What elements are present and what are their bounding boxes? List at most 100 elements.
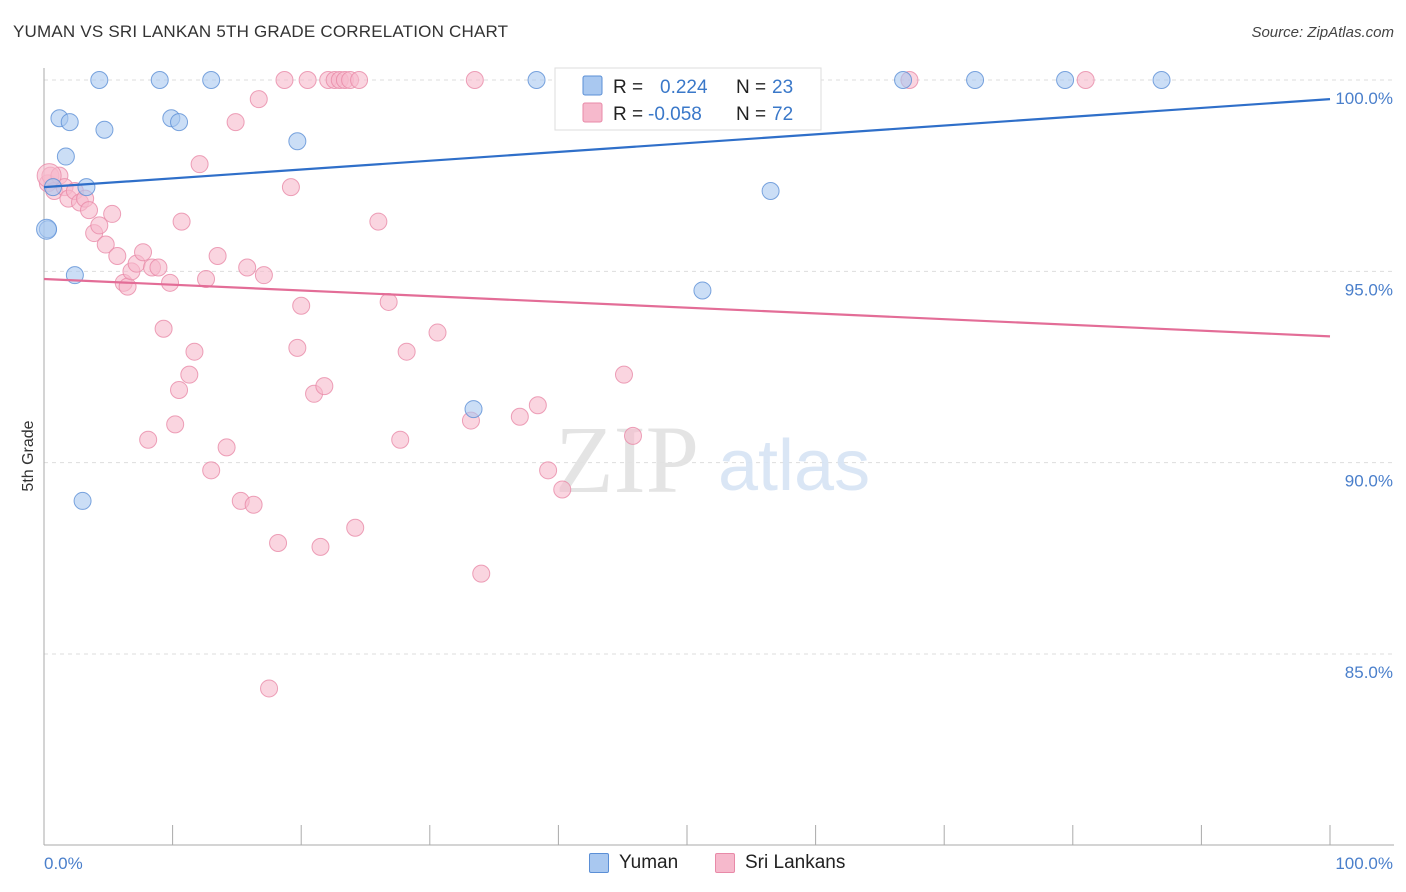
srilankan-point (172, 212, 191, 231)
srilankan-point (166, 415, 185, 434)
srilankan-point (288, 338, 307, 357)
tick-labels: 85.0% 90.0% 95.0% 100.0% 0.0% 100.0% (44, 89, 1393, 873)
yuman-point (56, 147, 75, 166)
srilankan-point (161, 273, 180, 292)
watermark-atlas: atlas (718, 426, 870, 506)
yuman-point (1152, 71, 1171, 89)
srilankan-point (103, 204, 122, 223)
srilankan-point (623, 426, 642, 445)
yuman-point (464, 400, 483, 419)
bottom-legend-item-yuman: Yuman (589, 852, 678, 874)
srilankan-point (238, 258, 257, 277)
srilankan-point (472, 564, 491, 583)
yuman-point (90, 71, 109, 89)
axes (43, 68, 1394, 846)
yuman-point (95, 120, 114, 139)
yuman-point (527, 71, 546, 89)
bottom-legend-swatch-srilankans (715, 853, 735, 873)
srilankan-point (275, 71, 294, 89)
srilankan-point (539, 461, 558, 480)
stats-legend: R = 0.224 N = 23 R = -0.058 N = 72 (554, 67, 822, 131)
srilankan-point (281, 178, 300, 197)
srilankan-point (397, 342, 416, 361)
x-tick-label: 100.0% (1335, 854, 1393, 873)
y-tick-label: 95.0% (1345, 280, 1393, 299)
bottom-legend: Yuman Sri Lankans (0, 852, 1406, 878)
y-tick-label: 90.0% (1345, 472, 1393, 491)
bottom-legend-label-yuman: Yuman (619, 852, 679, 873)
legend-r-value-srilankans: -0.058 (648, 104, 702, 125)
bottom-legend-label-srilankans: Sri Lankans (745, 852, 846, 873)
srilankan-point (298, 71, 317, 89)
y-axis-label: 5th Grade (20, 420, 37, 491)
yuman-point (150, 71, 169, 89)
srilankan-point (202, 461, 221, 480)
y-tick-label: 85.0% (1345, 663, 1393, 682)
srilankan-point (149, 258, 168, 277)
trend-lines (43, 98, 1331, 338)
srilankan-point (350, 71, 369, 89)
srilankan-point (269, 534, 288, 553)
srilankan-point (244, 495, 263, 514)
chart-title: YUMAN VS SRI LANKAN 5TH GRADE CORRELATIO… (13, 22, 509, 41)
x-tick-label: 0.0% (44, 854, 83, 873)
yuman-point (202, 71, 221, 89)
srilankan-point (108, 247, 127, 266)
srilankan-point (391, 430, 410, 449)
srilankan-point (249, 90, 268, 109)
legend-n-label-yuman: N = (736, 77, 766, 98)
srilankan-point (292, 296, 311, 315)
legend-n-label-srilankans: N = (736, 104, 766, 125)
srilankan-point (90, 216, 109, 235)
srilankan-point (315, 377, 334, 396)
srilankan-point (208, 247, 227, 266)
bottom-legend-swatch-yuman (589, 853, 609, 873)
srilankan-trend-line (43, 277, 1331, 338)
chart-source: Source: ZipAtlas.com (1251, 24, 1394, 41)
yuman-point (288, 132, 307, 151)
legend-swatch-yuman (582, 75, 603, 96)
legend-r-value-yuman: 0.224 (660, 77, 708, 98)
legend-r-label-yuman: R = (613, 77, 643, 98)
srilankan-point (465, 71, 484, 89)
srilankan-point (139, 430, 158, 449)
srilankan-point (80, 201, 99, 220)
legend-r-label-srilankans: R = (613, 104, 643, 125)
srilankan-point (254, 266, 273, 285)
yuman-point (693, 281, 712, 300)
srilankan-point (217, 438, 236, 457)
srilankan-point (170, 380, 189, 399)
yuman-point (60, 113, 79, 132)
srilankan-point (185, 342, 204, 361)
gridlines (44, 79, 1394, 655)
legend-n-value-srilankans: 72 (772, 104, 793, 125)
yuman-trend-line (43, 98, 1331, 189)
yuman-point (77, 178, 96, 197)
srilankan-point (154, 319, 173, 338)
yuman-point (73, 491, 92, 510)
srilankan-point (369, 212, 388, 231)
yuman-point (761, 181, 780, 200)
yuman-point-large (36, 218, 58, 240)
yuman-point (894, 71, 913, 89)
srilankan-point (510, 407, 529, 426)
srilankan-point (134, 243, 153, 262)
srilankan-point (260, 679, 279, 698)
legend-swatch-srilankans (582, 102, 603, 123)
legend-n-value-yuman: 23 (772, 77, 793, 98)
yuman-point (170, 113, 189, 132)
srilankan-point (118, 277, 137, 296)
srilankan-point (379, 292, 398, 311)
srilankan-point (346, 518, 365, 537)
watermark-zip: ZIP (555, 406, 699, 513)
srilankan-point (428, 323, 447, 342)
yuman-point (966, 71, 985, 89)
srilankan-point (197, 269, 216, 288)
srilankan-point (226, 113, 245, 132)
srilankan-point (96, 235, 115, 254)
bottom-legend-item-srilankans: Sri Lankans (715, 852, 845, 874)
srilankan-point (614, 365, 633, 384)
series-sri-lankans (36, 71, 1095, 698)
srilankan-point (553, 480, 572, 499)
